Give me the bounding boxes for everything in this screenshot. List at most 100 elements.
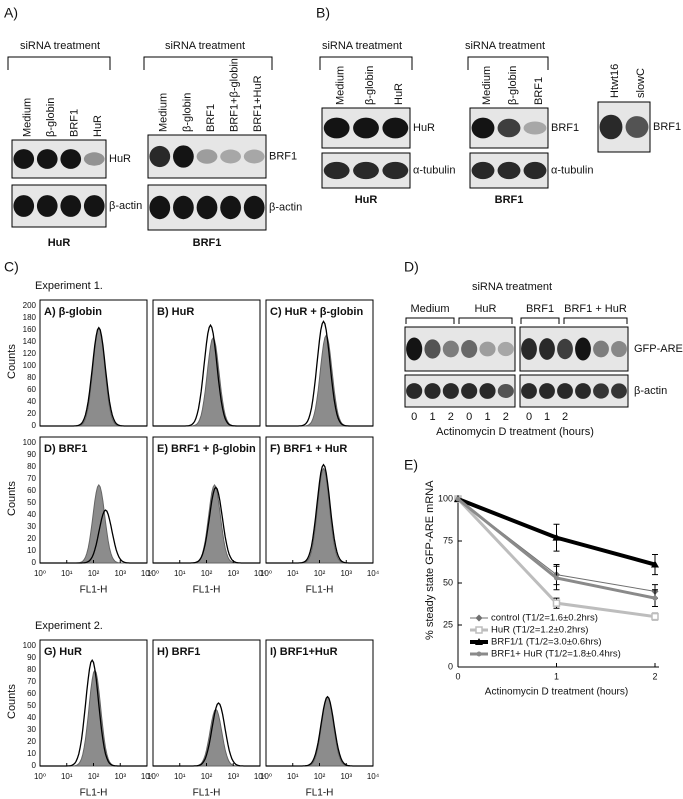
group-label: HuR <box>474 303 496 315</box>
band <box>575 383 591 399</box>
lane-label: Medium <box>22 98 34 137</box>
blot-label: BRF1 <box>653 121 681 133</box>
x-tick-label: 10⁴ <box>141 569 154 578</box>
band <box>557 338 573 360</box>
band <box>611 340 627 358</box>
blot-label: α-tubulin <box>551 164 593 176</box>
x-tick-label: 10² <box>201 569 213 578</box>
lane-label: Medium <box>158 93 170 132</box>
panel-label: E) <box>404 457 418 473</box>
legend-label: control (T1/2=1.6±0.2hrs) <box>491 613 598 624</box>
y-tick-label: 60 <box>27 385 36 394</box>
lane-label: β-globin <box>181 93 193 132</box>
band <box>539 383 555 399</box>
x-tick-label: 10¹ <box>287 569 299 578</box>
x-tick-label: 10¹ <box>287 772 299 781</box>
band <box>625 116 649 138</box>
lane-number: 0 <box>466 411 472 423</box>
band <box>220 149 241 164</box>
band <box>442 340 459 358</box>
band <box>13 149 35 169</box>
y-tick-label: 0 <box>32 761 37 770</box>
legend-marker <box>475 638 483 645</box>
y-tick-label: 20 <box>27 737 36 746</box>
histogram-outline <box>153 323 260 427</box>
y-tick-label: 25 <box>443 619 453 629</box>
bracket <box>319 56 413 70</box>
x-tick-label: 10⁰ <box>147 569 159 578</box>
y-tick-label: 30 <box>27 725 36 734</box>
x-tick-label: 10⁰ <box>260 772 272 781</box>
marker <box>652 595 658 601</box>
marker <box>554 575 559 581</box>
band <box>593 340 609 358</box>
band <box>593 383 609 399</box>
y-tick-label: 20 <box>27 534 36 543</box>
lane-label: BRF1+HuR <box>252 75 264 132</box>
y-tick-label: 60 <box>27 689 36 698</box>
lane-label: β-globin <box>507 66 519 105</box>
bracket <box>563 317 628 324</box>
band <box>353 117 379 139</box>
lane-number: 2 <box>562 411 568 423</box>
bracket <box>520 317 560 324</box>
band <box>243 195 265 220</box>
y-tick-label: 50 <box>27 498 36 507</box>
lane-label: Medium <box>481 66 493 105</box>
marker <box>651 612 659 621</box>
blot-label: β-actin <box>269 201 302 213</box>
marker <box>552 533 561 541</box>
lane-label: BRF1 <box>533 77 545 105</box>
x-tick-label: 1 <box>554 671 559 681</box>
histogram-outline <box>40 326 147 427</box>
group-heading: siRNA treatment <box>322 40 402 52</box>
band <box>149 195 171 220</box>
y-tick-label: 50 <box>27 701 36 710</box>
plot-title: F) BRF1 + HuR <box>270 443 347 455</box>
lane-label: BRF1+β-globin <box>229 58 241 132</box>
y-tick-label: 40 <box>27 510 36 519</box>
histogram-outline <box>153 486 260 564</box>
band <box>83 152 105 166</box>
x-axis-label: Actinomycin D treatment (hours) <box>485 687 628 698</box>
x-tick-label: 10⁰ <box>34 772 46 781</box>
lane-number: 2 <box>503 411 509 423</box>
band <box>173 145 194 168</box>
y-tick-label: 140 <box>23 337 37 346</box>
lane-label: HuR <box>393 83 405 105</box>
band <box>557 383 573 399</box>
panel-label: D) <box>404 259 419 275</box>
histogram-frame <box>152 639 261 767</box>
legend-label: BRF1+ HuR (T1/2=1.8±0.4hrs) <box>491 649 621 660</box>
marker <box>552 599 561 607</box>
x-tick-label: 10⁰ <box>34 569 46 578</box>
band <box>60 195 82 217</box>
band <box>599 114 623 140</box>
y-tick-label: 50 <box>443 577 453 587</box>
group-heading: siRNA treatment <box>165 40 245 52</box>
y-tick-label: 80 <box>27 462 36 471</box>
x-tick-label: 10² <box>314 569 326 578</box>
lane-label: BRF1 <box>69 109 81 137</box>
legend-marker <box>475 614 483 622</box>
y-tick-label: 90 <box>27 653 36 662</box>
x-tick-label: 10² <box>201 772 213 781</box>
x-tick-label: 10⁴ <box>367 569 380 578</box>
band <box>461 383 478 399</box>
band <box>196 195 218 220</box>
bracket <box>7 56 111 70</box>
x-axis-label: Actinomycin D treatment (hours) <box>436 426 594 438</box>
y-tick-label: 80 <box>27 665 36 674</box>
x-tick-label: 10² <box>88 772 100 781</box>
y-tick-label: 30 <box>27 522 36 531</box>
lane-label: β-globin <box>45 98 57 137</box>
plot-title: I) BRF1+HuR <box>270 646 338 658</box>
blot <box>519 374 629 408</box>
x-tick-label: 0 <box>455 671 460 681</box>
band <box>479 341 496 357</box>
histogram-outline <box>40 658 147 767</box>
group-label: BRF1 <box>526 303 554 315</box>
band <box>220 195 241 220</box>
band <box>575 337 591 361</box>
histogram-outline <box>40 509 147 564</box>
